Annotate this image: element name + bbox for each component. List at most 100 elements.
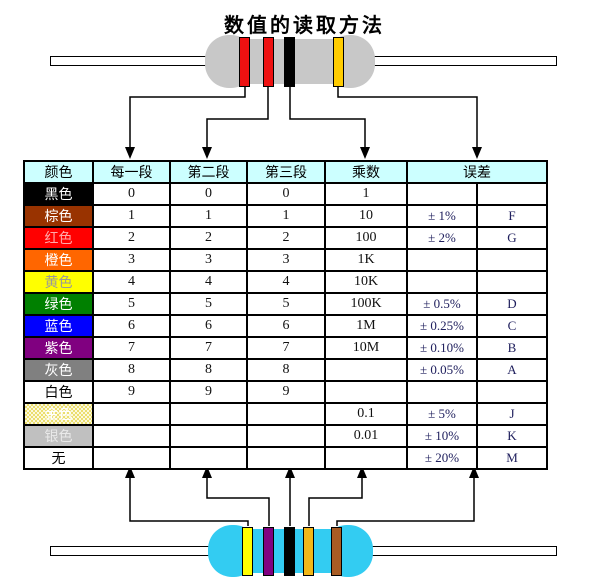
table-row: 红色 2 2 2 100 ± 2% G bbox=[23, 226, 548, 250]
digit3-cell bbox=[246, 402, 326, 426]
digit2-cell: 8 bbox=[169, 358, 248, 382]
color-swatch-cell: 橙色 bbox=[23, 248, 94, 272]
code-cell bbox=[476, 182, 548, 206]
digit2-cell: 1 bbox=[169, 204, 248, 228]
arrow-top-band4 bbox=[337, 87, 482, 159]
digit1-cell: 6 bbox=[92, 314, 171, 338]
table-row: 无 ± 20% M bbox=[23, 446, 548, 470]
tolerance-cell bbox=[406, 380, 478, 404]
digit2-cell: 6 bbox=[169, 314, 248, 338]
code-cell: J bbox=[476, 402, 548, 426]
digit1-cell: 0 bbox=[92, 182, 171, 206]
tolerance-cell: ± 0.5% bbox=[406, 292, 478, 316]
code-cell: C bbox=[476, 314, 548, 338]
multiplier-cell: 10M bbox=[324, 336, 408, 360]
arrow-bottom-band2 bbox=[202, 466, 270, 526]
table-row: 黑色 0 0 0 1 bbox=[23, 182, 548, 206]
digit1-cell: 5 bbox=[92, 292, 171, 316]
multiplier-cell: 1K bbox=[324, 248, 408, 272]
digit1-cell: 4 bbox=[92, 270, 171, 294]
code-cell: K bbox=[476, 424, 548, 448]
digit2-cell: 3 bbox=[169, 248, 248, 272]
table-row: 紫色 7 7 7 10M ± 0.10% B bbox=[23, 336, 548, 360]
digit2-cell bbox=[169, 446, 248, 470]
multiplier-cell bbox=[324, 446, 408, 470]
arrow-top-band2 bbox=[202, 87, 269, 159]
col-header-tolerance: 误差 bbox=[406, 160, 548, 184]
table-row: 橙色 3 3 3 1K bbox=[23, 248, 548, 272]
table-row: 蓝色 6 6 6 1M ± 0.25% C bbox=[23, 314, 548, 338]
arrow-top-band3 bbox=[289, 87, 370, 159]
multiplier-cell: 100K bbox=[324, 292, 408, 316]
band-black bbox=[284, 527, 295, 576]
table-row: 棕色 1 1 1 10 ± 1% F bbox=[23, 204, 548, 228]
code-cell bbox=[476, 380, 548, 404]
five-band-resistor bbox=[50, 524, 575, 579]
four-band-resistor bbox=[50, 33, 575, 91]
color-swatch-cell: 红色 bbox=[23, 226, 94, 250]
digit2-cell bbox=[169, 424, 248, 448]
tolerance-cell: ± 0.25% bbox=[406, 314, 478, 338]
resistor-lead-left bbox=[50, 546, 212, 556]
code-cell: B bbox=[476, 336, 548, 360]
code-cell: G bbox=[476, 226, 548, 250]
digit1-cell bbox=[92, 424, 171, 448]
color-swatch-cell: 紫色 bbox=[23, 336, 94, 360]
digit3-cell: 7 bbox=[246, 336, 326, 360]
col-header-band3: 第三段 bbox=[246, 160, 326, 184]
color-swatch-cell: 白色 bbox=[23, 380, 94, 404]
digit3-cell bbox=[246, 424, 326, 448]
color-table-body: 黑色 0 0 0 1 棕色 1 1 1 10 ± 1% F 红色 2 2 2 100 ± 2% G 橙色 3 3 3 1K 黄色… bbox=[23, 182, 548, 470]
multiplier-cell: 1 bbox=[324, 182, 408, 206]
digit1-cell: 1 bbox=[92, 204, 171, 228]
col-header-band2: 第二段 bbox=[169, 160, 248, 184]
band-yellow bbox=[242, 527, 253, 576]
page-title: 数值的读取方法 bbox=[224, 15, 385, 37]
table-row: 绿色 5 5 5 100K ± 0.5% D bbox=[23, 292, 548, 316]
table-row: 白色 9 9 9 bbox=[23, 380, 548, 404]
multiplier-cell: 0.1 bbox=[324, 402, 408, 426]
digit2-cell: 4 bbox=[169, 270, 248, 294]
multiplier-cell: 100 bbox=[324, 226, 408, 250]
color-swatch-cell: 银色 bbox=[23, 424, 94, 448]
digit2-cell bbox=[169, 402, 248, 426]
multiplier-cell bbox=[324, 380, 408, 404]
code-cell: D bbox=[476, 292, 548, 316]
band-purple bbox=[263, 527, 274, 576]
digit3-cell: 3 bbox=[246, 248, 326, 272]
multiplier-cell: 0.01 bbox=[324, 424, 408, 448]
multiplier-cell: 10 bbox=[324, 204, 408, 228]
color-swatch-cell: 黄色 bbox=[23, 270, 94, 294]
tolerance-cell: ± 10% bbox=[406, 424, 478, 448]
multiplier-cell: 10K bbox=[324, 270, 408, 294]
col-header-color: 颜色 bbox=[23, 160, 94, 184]
digit3-cell: 4 bbox=[246, 270, 326, 294]
table-row: 黄色 4 4 4 10K bbox=[23, 270, 548, 294]
digit3-cell: 1 bbox=[246, 204, 326, 228]
table-row: 灰色 8 8 8 ± 0.05% A bbox=[23, 358, 548, 382]
digit3-cell: 5 bbox=[246, 292, 326, 316]
digit3-cell: 2 bbox=[246, 226, 326, 250]
color-swatch-cell: 无 bbox=[23, 446, 94, 470]
table-header-row: 颜色 每一段 第二段 第三段 乘数 误差 bbox=[23, 160, 548, 184]
digit1-cell: 7 bbox=[92, 336, 171, 360]
col-header-multiplier: 乘数 bbox=[324, 160, 408, 184]
digit3-cell: 0 bbox=[246, 182, 326, 206]
band-red-1 bbox=[239, 37, 250, 87]
bottom-band-arrows bbox=[125, 466, 479, 526]
digit1-cell: 3 bbox=[92, 248, 171, 272]
resistor-lead-left bbox=[50, 56, 209, 66]
code-cell: M bbox=[476, 446, 548, 470]
tolerance-cell bbox=[406, 182, 478, 206]
digit2-cell: 9 bbox=[169, 380, 248, 404]
digit1-cell bbox=[92, 446, 171, 470]
code-cell: A bbox=[476, 358, 548, 382]
tolerance-cell: ± 0.10% bbox=[406, 336, 478, 360]
digit1-cell bbox=[92, 402, 171, 426]
tolerance-cell bbox=[406, 248, 478, 272]
color-swatch-cell: 灰色 bbox=[23, 358, 94, 382]
digit2-cell: 2 bbox=[169, 226, 248, 250]
tolerance-cell: ± 2% bbox=[406, 226, 478, 250]
